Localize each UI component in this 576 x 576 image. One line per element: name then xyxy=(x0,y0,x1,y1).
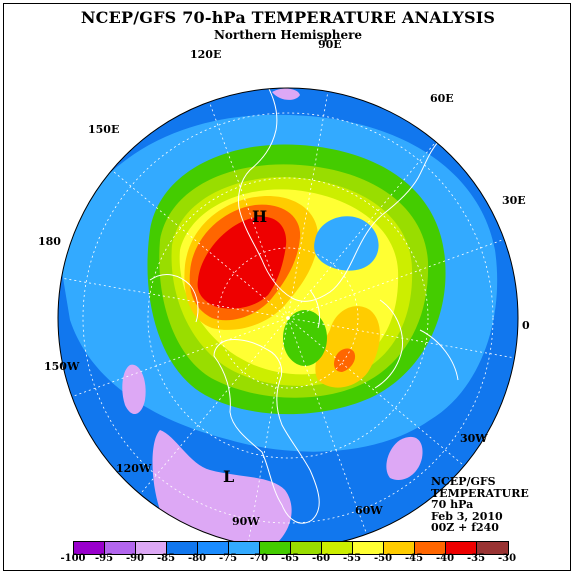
lon-label-0: 0 xyxy=(522,319,530,332)
high-center-label: H xyxy=(252,207,268,226)
lon-label-150w: 150W xyxy=(44,360,80,373)
info-model: NCEP/GFS xyxy=(431,475,496,488)
legend-swatch xyxy=(167,542,198,554)
band-minus50-east-lobe xyxy=(315,306,380,388)
info-forecast: 00Z + f240 xyxy=(431,521,499,534)
legend-label: -40 xyxy=(435,553,455,564)
lon-label-90w: 90W xyxy=(232,515,260,528)
meridian-line xyxy=(287,317,465,467)
lon-label-60e: 60E xyxy=(430,92,454,105)
legend-label: -75 xyxy=(218,553,238,564)
info-block: NCEP/GFS TEMPERATURE 70 hPa Feb 3, 2010 … xyxy=(431,476,529,534)
legend-swatch xyxy=(477,542,508,554)
color-legend xyxy=(73,541,509,555)
info-variable: TEMPERATURE xyxy=(431,486,529,500)
low-center-label: L xyxy=(223,467,235,486)
legend-swatch xyxy=(260,542,291,554)
legend-label: -65 xyxy=(280,553,300,564)
graticule xyxy=(82,112,494,524)
meridian-line xyxy=(287,317,515,359)
legend-swatch xyxy=(291,542,322,554)
band-minus40 xyxy=(197,216,287,309)
lon-label-90e: 90E xyxy=(318,38,342,51)
legend-label: -50 xyxy=(373,553,393,564)
legend-swatch xyxy=(229,542,260,554)
meridian-line xyxy=(287,91,329,319)
meridian-line xyxy=(139,317,289,495)
legend-label: -70 xyxy=(249,553,269,564)
info-level: 70 hPa xyxy=(431,498,474,511)
band-minus85-pacific xyxy=(122,364,146,415)
legend-label: -35 xyxy=(466,553,486,564)
legend-label: -90 xyxy=(125,553,145,564)
legend-swatch xyxy=(384,542,415,554)
info-date: Feb 3, 2010 xyxy=(431,509,503,523)
legend-swatch xyxy=(136,542,167,554)
legend-swatch xyxy=(105,542,136,554)
legend-swatch xyxy=(74,542,105,554)
meridian-line xyxy=(247,317,289,545)
lon-label-30w: 30W xyxy=(460,432,488,445)
meridian-line xyxy=(287,317,368,535)
legend-swatch xyxy=(446,542,477,554)
legend-label: -60 xyxy=(311,553,331,564)
band-minus85-atlantic xyxy=(386,436,423,480)
meridian-line xyxy=(287,141,437,319)
map-frame xyxy=(3,3,571,571)
legend-label: -55 xyxy=(342,553,362,564)
meridian-line xyxy=(111,169,289,319)
lon-label-120e: 120E xyxy=(190,48,222,61)
legend-label: -100 xyxy=(60,553,86,564)
lon-label-60w: 60W xyxy=(355,504,383,517)
coastlines xyxy=(149,88,459,524)
lon-label-30e: 30E xyxy=(502,194,526,207)
meridian-line xyxy=(61,277,289,319)
legend-swatch xyxy=(322,542,353,554)
lon-label-180: 180 xyxy=(38,235,61,248)
legend-swatch xyxy=(353,542,384,554)
meridian-line xyxy=(208,101,289,319)
legend-swatch xyxy=(415,542,446,554)
meridian-line xyxy=(287,238,505,319)
legend-label: -30 xyxy=(497,553,517,564)
legend-label: -45 xyxy=(404,553,424,564)
legend-swatch xyxy=(198,542,229,554)
legend-label: -85 xyxy=(156,553,176,564)
page-subtitle: Northern Hemisphere xyxy=(213,28,363,42)
lon-label-150e: 150E xyxy=(88,123,120,136)
lon-label-120w: 120W xyxy=(116,462,152,475)
legend-label: -80 xyxy=(187,553,207,564)
legend-label: -95 xyxy=(94,553,114,564)
meridian-line xyxy=(71,317,289,398)
band-minus45-east-spot xyxy=(334,348,356,372)
meridians xyxy=(61,91,515,545)
polar-green-patch xyxy=(283,310,327,366)
page-title: NCEP/GFS 70-hPa TEMPERATURE ANALYSIS xyxy=(80,8,496,27)
band-minus85-top xyxy=(272,88,300,100)
